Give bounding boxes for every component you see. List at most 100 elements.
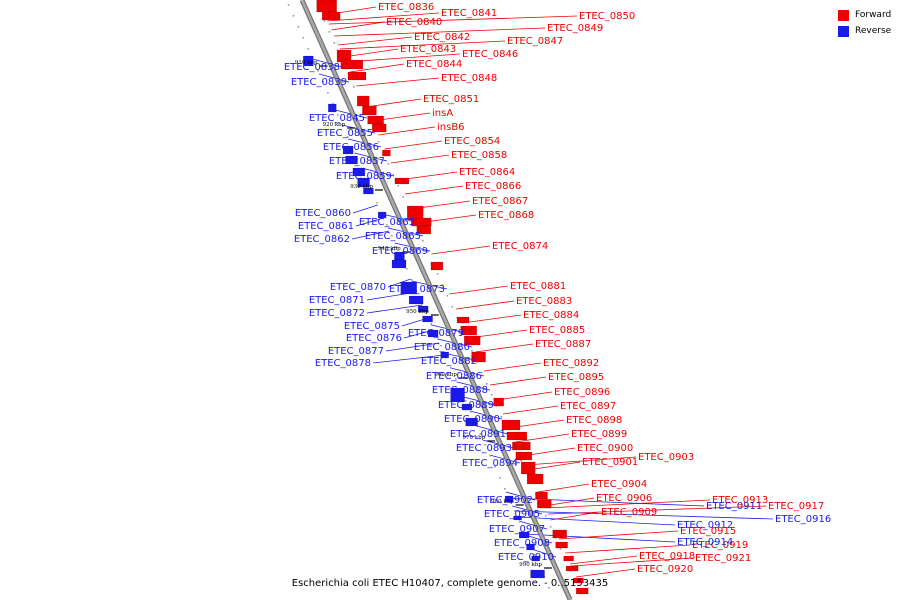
guide-dot	[490, 394, 493, 396]
kbp-ticks: 910 kbp 920 kbp 930 kbp 940 kbp 950 kbp 960 k…	[295, 60, 552, 569]
reverse-connector	[508, 497, 705, 507]
guide-dot	[376, 202, 378, 204]
forward-gene-block	[456, 316, 470, 324]
guide-dot	[430, 323, 432, 325]
forward-connector	[570, 555, 638, 565]
reverse-gene-block	[377, 211, 387, 219]
forward-gene-label: ETEC_0900	[577, 443, 633, 454]
reverse-gene-block	[417, 305, 429, 313]
forward-gene-block	[552, 529, 567, 539]
reverse-gene-block	[328, 103, 337, 113]
forward-gene-label: ETEC_0884	[523, 310, 579, 321]
guide-dot	[479, 433, 482, 435]
guide-dot	[481, 372, 483, 374]
forward-gene-block	[356, 95, 370, 107]
guide-dot	[426, 251, 429, 253]
reverse-connector	[525, 534, 553, 544]
forward-gene-label: ETEC_0919	[692, 540, 748, 551]
guide-dot	[441, 284, 444, 286]
guide-dot	[397, 185, 400, 187]
forward-gene-block	[493, 397, 504, 407]
reverse-gene-block	[422, 315, 433, 323]
forward-gene-label: ETEC_0920	[637, 564, 693, 575]
forward-gene-block	[394, 177, 410, 185]
forward-gene-label: ETEC_0895	[548, 372, 604, 383]
guide-dot	[297, 26, 300, 28]
forward-gene-block	[537, 499, 552, 509]
forward-gene-label: ETEC_0901	[582, 457, 638, 468]
reverse-gene-label: ETEC_0872	[309, 308, 365, 319]
reverse-gene-block	[345, 155, 358, 165]
forward-connector	[343, 48, 399, 58]
guide-dot	[332, 103, 334, 105]
forward-gene-label: ETEC_0913	[712, 495, 768, 506]
reverse-connector	[351, 230, 390, 240]
guide-dot	[538, 565, 541, 567]
reverse-connector	[512, 505, 543, 515]
forward-gene-block	[367, 115, 384, 125]
guide-dot	[454, 378, 457, 380]
tick-label: 990 kbp	[519, 562, 542, 568]
forward-gene-label: ETEC_0868	[478, 210, 534, 221]
guide-dot	[464, 400, 467, 402]
reverse-gene-block	[427, 329, 439, 338]
guide-dot	[469, 411, 472, 413]
reverse-gene-block	[352, 167, 366, 177]
forward-gene-block	[535, 491, 548, 500]
forward-gene-label: ETEC_0843	[400, 44, 456, 55]
reverse-gene-label: ETEC_0914	[677, 537, 733, 548]
guide-dot	[328, 31, 331, 33]
forward-gene-label: ETEC_0897	[560, 401, 616, 412]
reverse-gene-block	[450, 387, 465, 403]
guide-dot	[302, 37, 305, 39]
reverse-connector	[387, 278, 411, 288]
reverse-connector	[355, 217, 384, 227]
guide-dot	[494, 466, 496, 468]
forward-connector	[390, 154, 450, 164]
reverse-gene-label: ETEC_0891	[450, 429, 506, 440]
forward-connector	[327, 12, 440, 22]
reverse-gene-block	[526, 543, 535, 551]
forward-gene-block	[555, 541, 568, 549]
forward-gene-block	[463, 335, 481, 346]
guide-dot	[548, 587, 550, 589]
forward-gene-label: insB6	[437, 122, 465, 133]
forward-connector	[528, 461, 581, 471]
reverse-gene-label: ETEC_0876	[346, 333, 402, 344]
reverse-gene-block	[440, 351, 449, 359]
reverse-gene-block	[504, 495, 514, 503]
forward-gene-label: ETEC_0909	[601, 507, 657, 518]
forward-connector	[544, 497, 595, 507]
guide-dot	[485, 383, 488, 385]
reverse-connector	[366, 304, 423, 314]
reverse-gene-label: ETEC_0838	[284, 62, 340, 73]
guide-dot	[287, 4, 290, 6]
guide-dot	[544, 515, 547, 517]
forward-gene-label: ETEC_0881	[510, 281, 566, 292]
forward-connector	[328, 15, 578, 25]
reverse-gene-label: ETEC_0882	[421, 356, 477, 367]
reverse-gene-label: ETEC_0865	[365, 231, 421, 242]
forward-connector	[483, 362, 542, 372]
reverse-gene-label: ETEC_0880	[414, 342, 470, 353]
reverse-swatch	[838, 25, 849, 37]
reverse-gene-label: ETEC_0855	[317, 128, 373, 139]
reverse-gene-block	[518, 531, 530, 539]
guide-dot	[533, 554, 536, 556]
forward-gene-label: ETEC_0874	[492, 241, 548, 252]
guide-dot	[499, 477, 501, 479]
guide-dot	[346, 136, 349, 138]
legend-reverse: Reverse	[838, 24, 900, 38]
forward-gene-label: insA	[432, 108, 453, 119]
forward-connector	[356, 77, 440, 87]
guide-dot	[322, 81, 324, 83]
guide-dot	[451, 306, 454, 308]
reverse-gene-label: ETEC_0856	[323, 142, 379, 153]
forward-gene-block	[347, 71, 367, 81]
forward-connector	[496, 391, 553, 401]
guide-dot	[520, 460, 522, 462]
guide-dot	[410, 279, 413, 281]
forward-gene-label: ETEC_0851	[423, 94, 479, 105]
legend-forward: Forward	[838, 8, 900, 22]
reverse-gene-block	[400, 281, 417, 295]
